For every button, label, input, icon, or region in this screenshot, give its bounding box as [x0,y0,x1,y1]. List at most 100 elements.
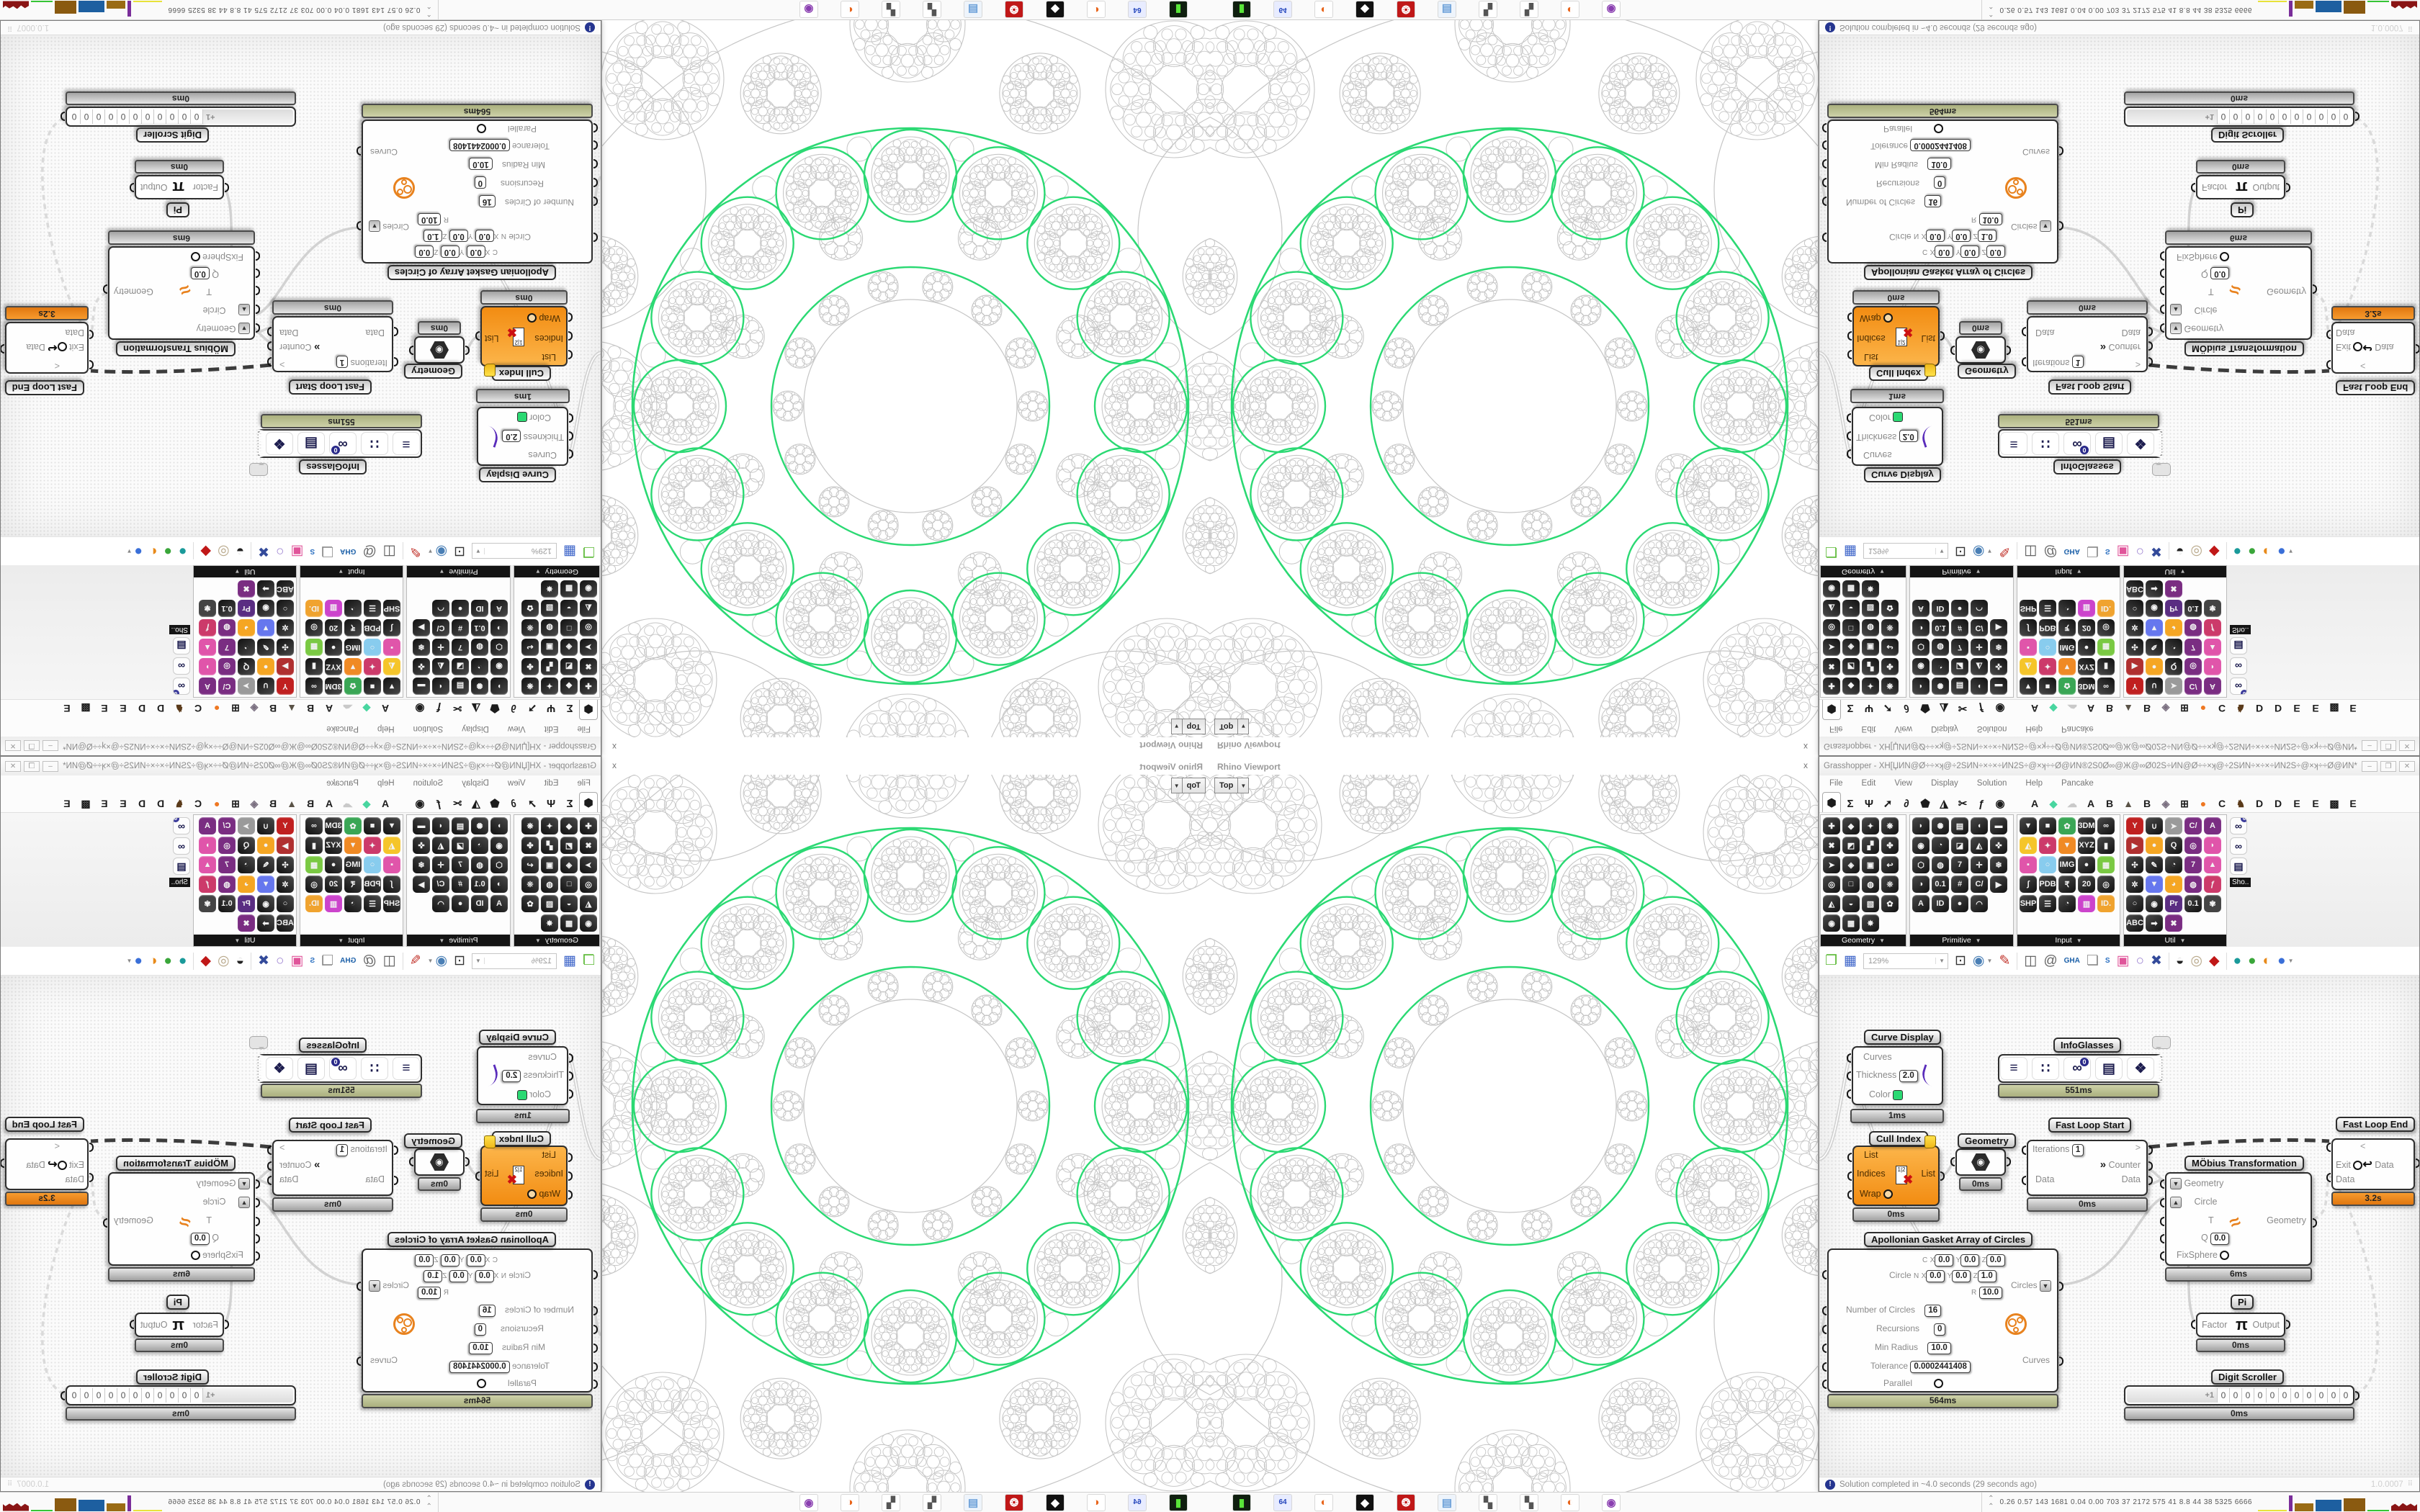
zoom-extents-icon[interactable]: ⊡ [1955,544,1966,559]
port[interactable] [475,331,480,341]
digit-cell[interactable]: 0 [2339,1388,2352,1403]
chevron-down-icon[interactable]: ▼ [126,958,133,964]
component-icon[interactable]: ◕ [2165,876,2182,893]
component-icon[interactable]: ◍ [1862,619,1879,636]
component-icon[interactable]: ▥ [325,895,342,912]
component-icon[interactable]: ◖ [432,817,449,834]
pattern-icon-2[interactable]: ▚ [1520,1,1538,19]
port[interactable] [2022,357,2026,366]
fast-loop-end-node[interactable]: < Exit ↩ Data Data [1,322,94,374]
component-icon[interactable]: ◠ [1971,600,1988,617]
firefox-icon[interactable]: ◐ [1087,1,1106,19]
digit-cell[interactable]: 0 [2278,1388,2290,1403]
component-icon[interactable]: ✦ [2039,837,2056,854]
digit-cell[interactable]: 0 [2241,1388,2254,1403]
fast-loop-start-label[interactable]: Fast Loop Start [288,1117,372,1133]
intersect-tab[interactable]: ✂ [452,798,462,810]
plugin-tab-2[interactable]: ☁ [343,703,353,715]
plugin-tab-15[interactable]: E [2312,798,2319,809]
port[interactable] [103,1218,107,1228]
easel-icon[interactable]: ▤ [173,637,190,654]
component-icon[interactable]: ◗ [2204,658,2221,675]
infoglasses-button-4[interactable]: ❖ [2127,1057,2154,1080]
component-icon[interactable]: ● [2078,856,2095,873]
maths-tab[interactable]: Σ [1847,702,1854,715]
curve-tab[interactable]: ∂ [511,702,516,715]
glasses-icon[interactable]: ∞ [2230,837,2247,855]
port[interactable] [357,1282,361,1291]
up-arrow-button[interactable]: ▲ [2170,1197,2182,1208]
menu-file[interactable]: File [1829,724,1843,733]
ball-teal-icon[interactable]: ● [2233,544,2242,559]
component-icon[interactable]: ➡ [257,914,274,932]
infoglasses-button-3[interactable]: ▤ [297,432,325,455]
mobius-node[interactable]: ▼ Geometry ▲ Circle T Q 0.0 FixSphere ≈ … [103,246,260,340]
ball-blue-icon[interactable]: ● [134,953,143,968]
component-icon[interactable]: ◗ [1912,817,1930,834]
port[interactable] [267,327,272,336]
display-tab[interactable]: ◉ [415,702,425,714]
n-z-value[interactable]: 1.0 [424,1270,443,1282]
digit-cell[interactable]: 0 [166,109,179,124]
fast-loop-end-label[interactable]: Fast Loop End [2336,1117,2416,1132]
parallel-toggle[interactable] [1934,1379,1944,1389]
close-button[interactable]: ✕ [5,760,21,772]
c-y-value[interactable]: 0.0 [440,246,460,258]
plugin-tab-14[interactable]: E [2293,703,2300,714]
pattern-icon[interactable]: ▚ [923,1493,941,1511]
component-icon[interactable]: ◩ [560,837,578,854]
min-radius-value[interactable]: 10.0 [1927,1342,1951,1354]
component-icon[interactable]: Q [2165,658,2182,675]
display-tab[interactable]: ◉ [1995,702,2005,714]
spheres-icon[interactable]: ◒ [236,544,245,559]
curve-display-node[interactable]: Curves Thickness 2.0 Color [477,407,573,466]
component-icon[interactable]: ➤ [2165,678,2182,695]
iterations-value[interactable]: 1 [2071,1144,2084,1156]
component-icon[interactable]: ◗ [2204,837,2221,854]
menu-file[interactable]: File [577,724,591,733]
gh-titlebar[interactable]: Grasshopper - XH[ЏИN@Ø÷÷×ʞ@÷2SИN÷×÷×÷ИN2… [1819,737,2419,755]
component-icon[interactable]: XYZ [2078,658,2095,675]
resize-grip[interactable]: ⠿ [2407,24,2414,32]
curve-display-label[interactable]: Curve Display [479,1030,556,1045]
c-y-value[interactable]: 0.0 [1960,1254,1980,1266]
c-z-value[interactable]: 0.0 [415,246,434,258]
component-icon[interactable]: A [199,817,216,834]
component-icon[interactable]: ◔ [344,600,362,617]
component-icon[interactable]: ✦ [1862,817,1879,834]
plugin-tab-16[interactable]: ▩ [81,703,91,715]
cull-index-label[interactable]: Cull Index [1869,1131,1929,1146]
component-icon[interactable]: PDB [364,619,381,636]
viewport-view-dropdown[interactable]: Top ▼ [1170,719,1206,734]
geometry-param-node[interactable]: ◉ [409,1148,470,1176]
digit-cell[interactable]: 0 [2241,109,2254,124]
component-icon[interactable]: ∞ [305,678,323,695]
component-icon[interactable]: ₹ [2058,619,2076,636]
component-icon[interactable]: ▼ [2146,619,2163,636]
component-icon[interactable]: ▩ [560,580,578,598]
pattern-icon-2[interactable]: ▚ [882,1,900,19]
plugin-tab-15[interactable]: E [101,798,108,809]
tolerance-value[interactable]: 0.0002441408 [449,139,510,151]
firefox-icon[interactable]: ◐ [1314,1493,1333,1511]
component-icon[interactable]: 20 [2078,619,2095,636]
component-icon[interactable]: ◈ [560,856,578,873]
intersect-tab[interactable]: ✂ [1958,798,1968,810]
viewport-view-dropdown[interactable]: Top ▼ [1214,719,1250,734]
plugin-tab-4[interactable]: B [2105,703,2114,714]
component-icon[interactable]: ✖ [580,837,597,854]
mobius-node[interactable]: ▼ Geometry ▲ Circle T Q 0.0 FixSphere ≈ … [2160,1172,2317,1266]
chevron-down-icon[interactable]: ▼ [1986,548,1993,554]
plugin-tab-12[interactable]: D [156,703,165,714]
component-icon[interactable]: ● [257,658,274,675]
geometry-param-node[interactable]: ◉ [409,336,470,364]
chevron-down-icon[interactable]: ▼ [1171,778,1183,793]
plugin-tab-16[interactable]: ▩ [2329,703,2339,715]
digit-scroller-label[interactable]: Digit Scroller [2211,1369,2284,1385]
component-icon[interactable]: Y [277,817,294,834]
component-icon[interactable]: 3DM [2078,678,2095,695]
menu-edit[interactable]: Edit [1861,779,1876,788]
mobius-label[interactable]: MÖbius Transformation [2184,341,2304,356]
component-icon[interactable]: ▶ [413,619,430,636]
component-icon[interactable]: C/ [2184,817,2202,834]
